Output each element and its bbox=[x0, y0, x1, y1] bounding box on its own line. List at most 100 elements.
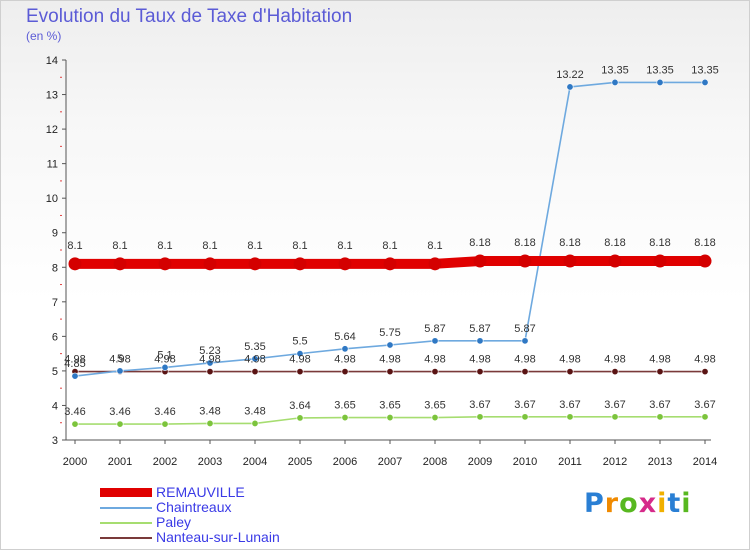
data-label: 5.1 bbox=[157, 349, 172, 361]
data-point bbox=[473, 254, 487, 268]
data-label: 4.85 bbox=[64, 358, 85, 370]
data-point bbox=[338, 257, 352, 271]
data-point bbox=[428, 257, 442, 271]
x-tick-label: 2009 bbox=[468, 456, 492, 468]
data-label: 8.1 bbox=[202, 240, 217, 252]
data-label: 4.98 bbox=[424, 354, 445, 366]
data-point bbox=[116, 420, 124, 428]
x-tick-label: 2002 bbox=[153, 456, 177, 468]
x-tick-label: 2010 bbox=[513, 456, 537, 468]
data-point bbox=[518, 254, 532, 268]
logo-letter: r bbox=[604, 488, 620, 519]
data-label: 3.46 bbox=[64, 406, 85, 418]
x-tick-label: 2007 bbox=[378, 456, 402, 468]
data-point bbox=[656, 368, 664, 376]
data-label: 13.35 bbox=[601, 64, 629, 76]
x-tick-label: 2012 bbox=[603, 456, 627, 468]
data-label: 5.87 bbox=[424, 323, 445, 335]
data-point bbox=[656, 413, 664, 421]
chart-subtitle: (en %) bbox=[26, 29, 62, 43]
data-point bbox=[251, 368, 259, 376]
logo-letter: i bbox=[681, 488, 692, 519]
data-point bbox=[653, 254, 667, 268]
data-point bbox=[608, 254, 622, 268]
data-point bbox=[71, 372, 79, 380]
data-point bbox=[698, 254, 712, 268]
legend-swatch bbox=[100, 521, 152, 524]
data-label: 8.1 bbox=[427, 240, 442, 252]
logo-letter: i bbox=[657, 488, 668, 519]
data-label: 8.1 bbox=[292, 240, 307, 252]
data-point bbox=[68, 257, 82, 271]
logo-letter: P bbox=[584, 488, 605, 519]
data-label: 4.98 bbox=[379, 354, 400, 366]
legend-label: Nanteau-sur-Lunain bbox=[156, 529, 280, 545]
data-point bbox=[116, 367, 124, 375]
chart-title: Evolution du Taux de Taxe d'Habitation bbox=[26, 6, 353, 27]
data-point bbox=[296, 368, 304, 376]
data-label: 8.1 bbox=[157, 240, 172, 252]
data-label: 5.87 bbox=[514, 323, 535, 335]
data-point bbox=[251, 419, 259, 427]
x-tick-label: 2003 bbox=[198, 456, 222, 468]
data-point bbox=[521, 368, 529, 376]
data-label: 3.67 bbox=[469, 399, 490, 411]
data-label: 3.48 bbox=[244, 405, 265, 417]
chart-axes: 3 4 5 6 7 8 9 10 11 12 13 14 2000 2001 2002 2003 2004 200… bbox=[46, 55, 717, 468]
y-tick-label: 7 bbox=[52, 297, 58, 309]
data-point bbox=[161, 363, 169, 371]
legend-swatch bbox=[100, 536, 152, 539]
data-label: 3.48 bbox=[199, 405, 220, 417]
data-point bbox=[161, 420, 169, 428]
y-tick-label: 4 bbox=[52, 400, 58, 412]
data-label: 13.35 bbox=[691, 64, 719, 76]
data-label: 3.67 bbox=[649, 399, 670, 411]
data-point bbox=[158, 257, 172, 271]
data-point bbox=[383, 257, 397, 271]
data-label: 3.67 bbox=[694, 399, 715, 411]
data-label: 8.18 bbox=[694, 237, 715, 249]
data-label: 4.98 bbox=[514, 354, 535, 366]
data-label: 4.98 bbox=[604, 354, 625, 366]
data-label: 4.98 bbox=[154, 354, 175, 366]
data-point bbox=[476, 413, 484, 421]
logo-letter: x bbox=[638, 488, 658, 519]
x-tick-label: 2011 bbox=[558, 456, 582, 468]
data-point bbox=[701, 368, 709, 376]
data-label: 4.98 bbox=[244, 354, 265, 366]
data-point bbox=[341, 414, 349, 422]
data-point bbox=[521, 337, 529, 345]
x-tick-label: 2004 bbox=[243, 456, 267, 468]
data-label: 3.46 bbox=[154, 406, 175, 418]
data-point bbox=[566, 368, 574, 376]
x-tick-label: 2008 bbox=[423, 456, 447, 468]
data-label: 8.18 bbox=[604, 237, 625, 249]
data-label: 8.18 bbox=[514, 237, 535, 249]
data-label: 4.98 bbox=[334, 354, 355, 366]
y-tick-label: 11 bbox=[47, 159, 58, 171]
data-point bbox=[206, 419, 214, 427]
data-point bbox=[248, 257, 262, 271]
x-tick-label: 2014 bbox=[693, 456, 717, 468]
y-tick-label: 5 bbox=[52, 366, 58, 378]
x-tick-label: 2013 bbox=[648, 456, 672, 468]
data-label: 8.1 bbox=[112, 240, 127, 252]
data-point bbox=[206, 359, 214, 367]
data-label: 5 bbox=[117, 353, 123, 365]
data-point bbox=[476, 368, 484, 376]
data-label: 5.5 bbox=[292, 336, 307, 348]
x-tick-label: 2001 bbox=[108, 456, 132, 468]
proxiti-logo: Proxiti bbox=[584, 488, 692, 519]
data-label: 8.1 bbox=[247, 240, 262, 252]
data-point bbox=[611, 78, 619, 86]
data-point bbox=[386, 368, 394, 376]
logo-letter: o bbox=[619, 488, 639, 519]
data-point bbox=[386, 414, 394, 422]
data-point bbox=[293, 257, 307, 271]
data-label: 4.98 bbox=[649, 354, 670, 366]
data-point bbox=[206, 368, 214, 376]
data-label: 4.98 bbox=[199, 354, 220, 366]
y-tick-label: 13 bbox=[46, 90, 58, 102]
